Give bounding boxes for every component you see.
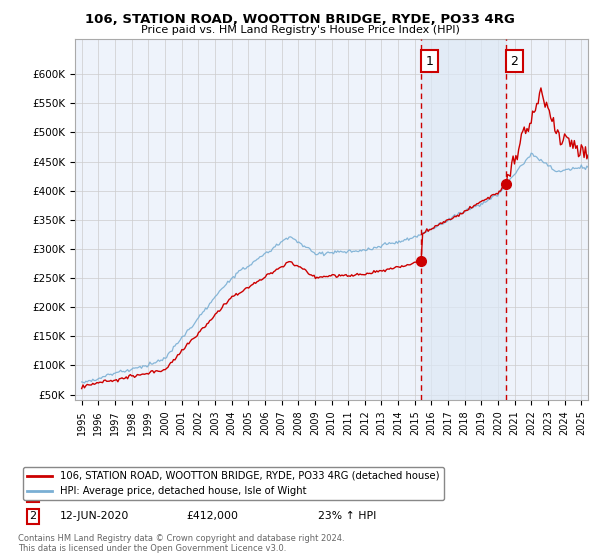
Text: £280,000: £280,000 [186, 489, 238, 500]
Text: 1: 1 [426, 55, 434, 68]
Text: Price paid vs. HM Land Registry's House Price Index (HPI): Price paid vs. HM Land Registry's House … [140, 25, 460, 35]
Text: 2: 2 [29, 511, 37, 521]
Text: 2: 2 [511, 55, 518, 68]
Text: 4% ↑ HPI: 4% ↑ HPI [318, 489, 370, 500]
Text: 23% ↑ HPI: 23% ↑ HPI [318, 511, 376, 521]
Text: £412,000: £412,000 [186, 511, 238, 521]
Legend: 106, STATION ROAD, WOOTTON BRIDGE, RYDE, PO33 4RG (detached house), HPI: Average: 106, STATION ROAD, WOOTTON BRIDGE, RYDE,… [23, 467, 443, 500]
Text: Contains HM Land Registry data © Crown copyright and database right 2024.
This d: Contains HM Land Registry data © Crown c… [18, 534, 344, 553]
Text: 08-MAY-2015: 08-MAY-2015 [60, 489, 131, 500]
Text: 106, STATION ROAD, WOOTTON BRIDGE, RYDE, PO33 4RG: 106, STATION ROAD, WOOTTON BRIDGE, RYDE,… [85, 13, 515, 26]
Bar [421, 39, 506, 400]
Text: 12-JUN-2020: 12-JUN-2020 [60, 511, 130, 521]
Text: 1: 1 [29, 489, 37, 500]
